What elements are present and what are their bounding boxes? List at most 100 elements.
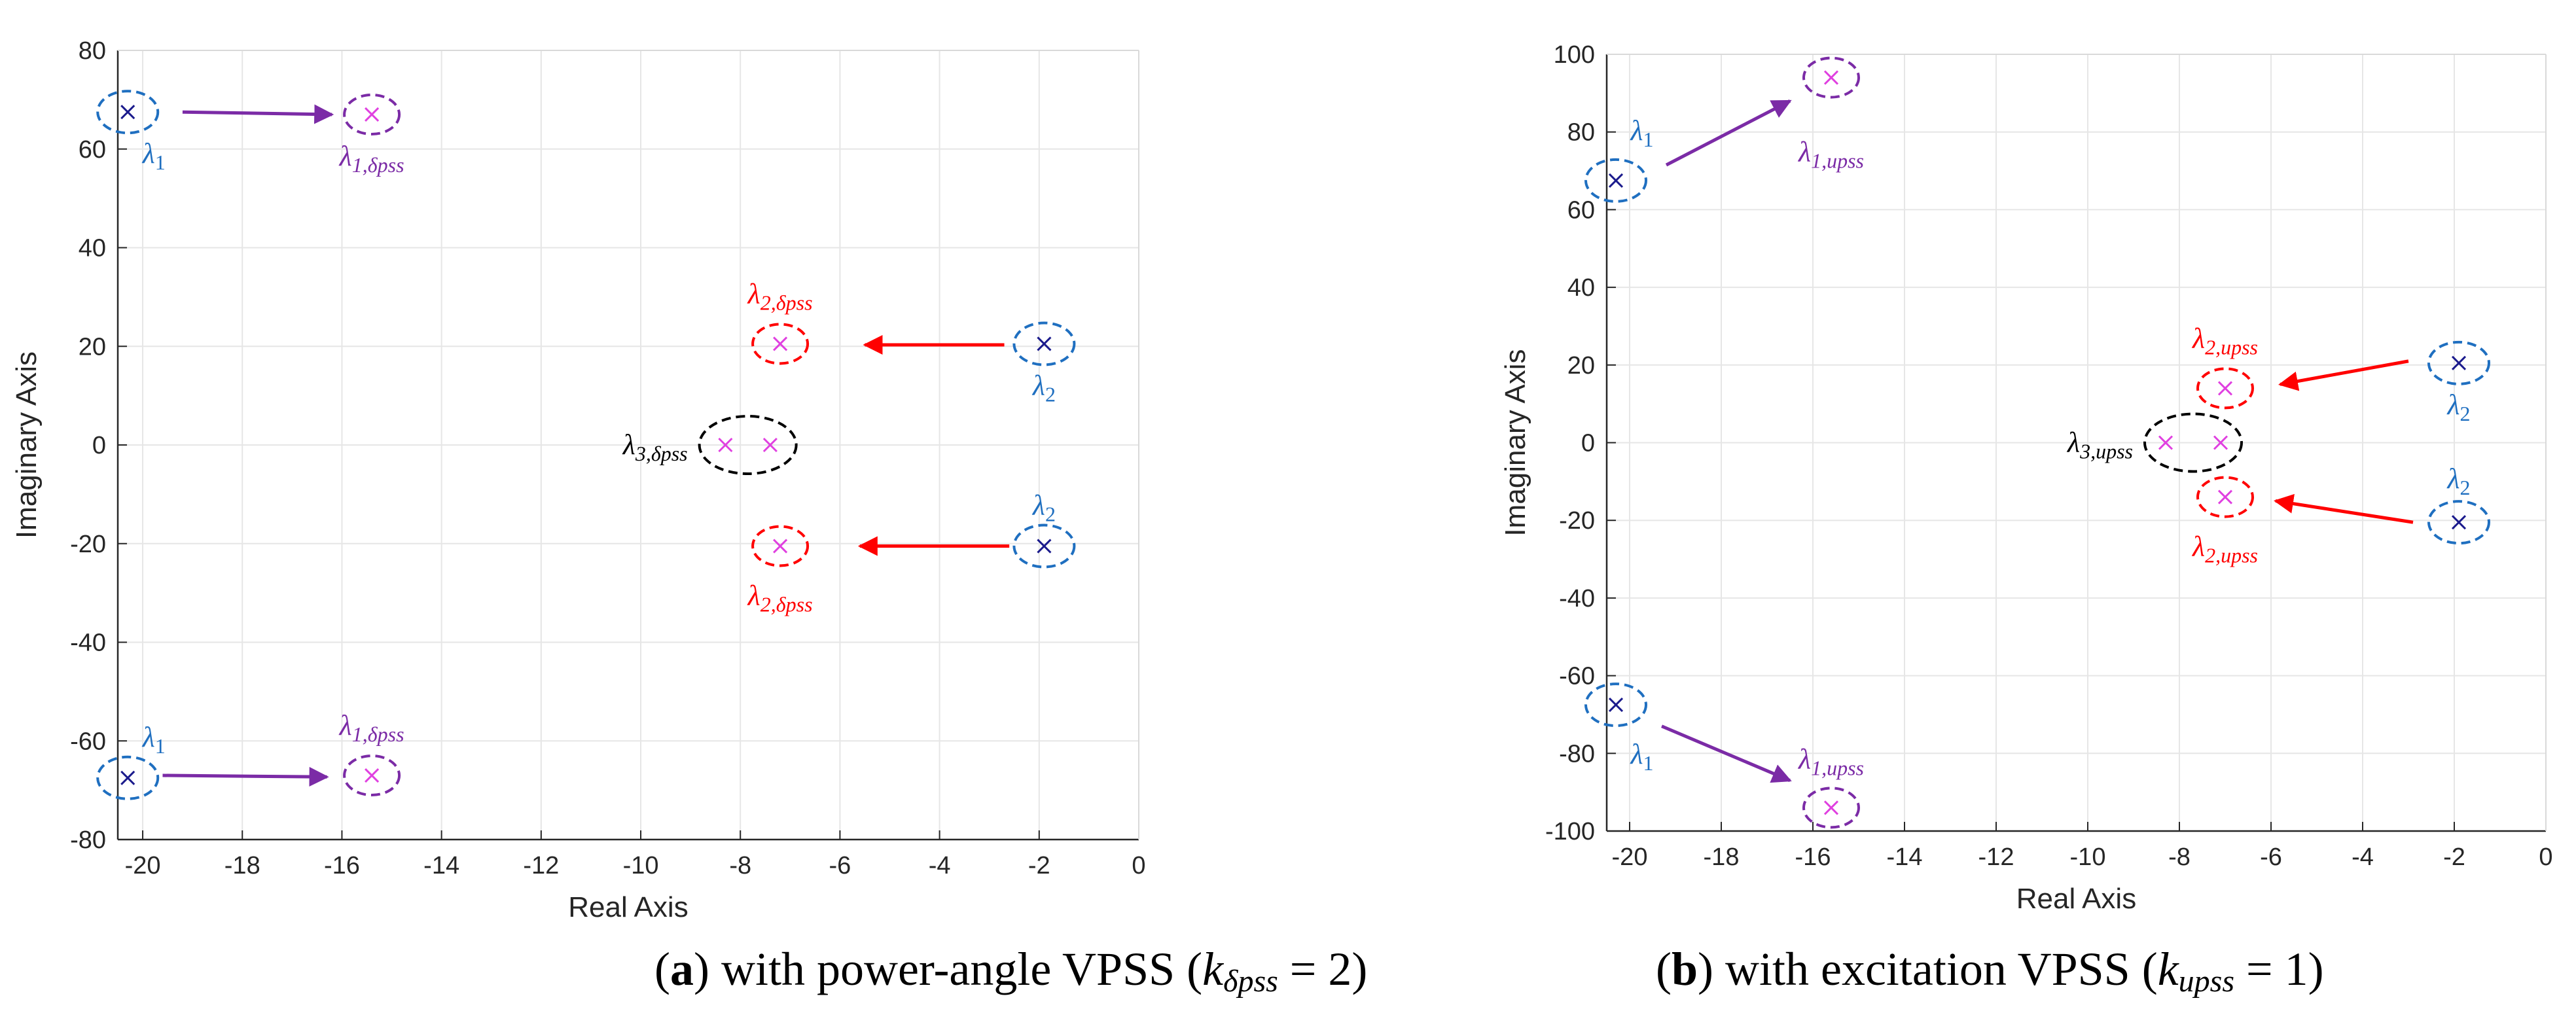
x-tick-label: -18 xyxy=(224,852,260,879)
y-tick-label: 40 xyxy=(1567,274,1595,302)
original-pole-ellipse xyxy=(1012,321,1076,366)
original-pole-ellipse xyxy=(1584,682,1647,728)
x-tick-label: -6 xyxy=(829,852,851,879)
y-tick-label: -20 xyxy=(1559,507,1595,535)
new-pole-marker xyxy=(718,437,733,453)
x-axis-label: Real Axis xyxy=(2016,883,2136,915)
original-pole-ellipse xyxy=(2427,340,2490,385)
original-pole-marker xyxy=(120,105,135,120)
y-tick-label: 80 xyxy=(79,37,106,65)
shift-arrow xyxy=(2278,359,2409,391)
new-pole-marker xyxy=(365,768,380,783)
original-pole-ellipse xyxy=(1584,158,1647,203)
original-pole-marker xyxy=(1608,698,1624,713)
y-tick-label: 60 xyxy=(1567,196,1595,224)
y-tick-label: 60 xyxy=(79,136,106,164)
x-tick-label: -20 xyxy=(125,852,161,879)
new-pole-ellipse xyxy=(2143,412,2243,473)
x-tick-label: -4 xyxy=(2352,843,2374,871)
y-tick-label: -80 xyxy=(1559,740,1595,768)
new-pole-marker xyxy=(365,107,380,122)
x-axis-label: Real Axis xyxy=(568,891,688,923)
x-tick-label: -14 xyxy=(1887,843,1923,871)
x-tick-label: -12 xyxy=(523,852,559,879)
new-pole-ellipse xyxy=(751,525,810,567)
y-axis-label: Imaginary Axis xyxy=(1499,349,1531,536)
x-tick-label: -8 xyxy=(2168,843,2191,871)
new-pole-label: λ1,upss xyxy=(1797,743,1864,779)
original-pole-ellipse xyxy=(96,755,160,800)
original-pole-marker xyxy=(1037,336,1052,351)
y-axis-label: Imaginary Axis xyxy=(10,351,43,539)
new-pole-ellipse xyxy=(1802,787,1860,829)
shift-arrow xyxy=(182,104,334,124)
x-tick-label: -20 xyxy=(1612,843,1648,871)
new-pole-label: λ1,δpss xyxy=(338,140,404,177)
x-tick-label: -8 xyxy=(729,852,751,879)
original-pole-label: λ2 xyxy=(1031,369,1056,406)
shift-arrow xyxy=(1661,724,1792,783)
y-tick-label: 80 xyxy=(1567,119,1595,147)
original-pole-label: λ2 xyxy=(1031,489,1056,526)
original-pole-marker xyxy=(1608,173,1624,188)
original-pole-label: λ1 xyxy=(1629,115,1653,151)
x-tick-label: -16 xyxy=(1795,843,1831,871)
shift-arrow xyxy=(2274,493,2414,524)
x-tick-label: -10 xyxy=(2070,843,2106,871)
y-tick-label: -40 xyxy=(70,629,106,657)
y-tick-label: -100 xyxy=(1545,818,1595,845)
y-tick-label: -20 xyxy=(70,531,106,558)
original-pole-label: λ2 xyxy=(2446,389,2470,425)
new-pole-marker xyxy=(2217,489,2233,505)
new-pole-marker xyxy=(762,437,778,453)
new-pole-label: λ1,δpss xyxy=(338,709,404,746)
new-pole-label: λ2,δpss xyxy=(747,277,813,314)
x-tick-label: 0 xyxy=(2539,843,2552,871)
original-pole-ellipse xyxy=(1012,523,1076,569)
y-tick-label: 20 xyxy=(79,333,106,361)
original-pole-label: λ1 xyxy=(141,721,166,758)
y-tick-label: -40 xyxy=(1559,585,1595,612)
new-pole-marker xyxy=(2158,435,2174,450)
y-tick-label: -60 xyxy=(70,728,106,755)
new-pole-ellipse xyxy=(343,93,401,135)
original-pole-marker xyxy=(2451,355,2467,370)
original-pole-label: λ1 xyxy=(1629,738,1653,775)
original-pole-marker xyxy=(120,770,135,785)
x-tick-label: -10 xyxy=(623,852,659,879)
new-pole-label: λ2,upss xyxy=(2191,531,2258,567)
new-pole-ellipse xyxy=(343,754,401,797)
new-pole-marker xyxy=(2213,435,2228,450)
x-tick-label: -2 xyxy=(2443,843,2465,871)
new-pole-ellipse xyxy=(751,323,810,365)
y-tick-label: 20 xyxy=(1567,352,1595,380)
x-tick-label: 0 xyxy=(1132,852,1145,879)
original-pole-label: λ1 xyxy=(141,137,166,174)
y-tick-label: 0 xyxy=(1581,430,1595,457)
x-tick-label: -14 xyxy=(423,852,459,879)
x-tick-label: -16 xyxy=(324,852,360,879)
new-pole-ellipse xyxy=(698,415,798,475)
original-pole-marker xyxy=(2451,515,2467,530)
y-tick-label: 100 xyxy=(1554,41,1595,69)
new-pole-label: λ3,δpss xyxy=(622,429,688,465)
x-tick-label: -2 xyxy=(1028,852,1050,879)
x-tick-label: -4 xyxy=(929,852,951,879)
caption-a: (a) with power-angle VPSS (kδpss = 2) xyxy=(654,943,1368,999)
new-pole-label: λ2,upss xyxy=(2191,322,2258,359)
new-pole-marker xyxy=(1823,800,1839,815)
new-pole-ellipse xyxy=(1802,56,1860,99)
original-pole-label: λ2 xyxy=(2446,463,2470,499)
original-pole-ellipse xyxy=(96,90,160,135)
y-tick-label: 0 xyxy=(92,432,106,459)
shift-arrow xyxy=(162,767,329,787)
panel-b-root-locus: -20 -18 -16 -14 -12 -10 -8 -6 -4 -2 0-100-80-60-40… xyxy=(1499,41,2553,915)
x-tick-label: -12 xyxy=(1978,843,2014,871)
shift-arrow xyxy=(1665,99,1792,167)
new-pole-label: λ1,upss xyxy=(1797,136,1864,173)
original-pole-ellipse xyxy=(2427,500,2490,545)
new-pole-marker xyxy=(773,336,788,351)
x-tick-label: -18 xyxy=(1704,843,1740,871)
new-pole-marker xyxy=(2217,381,2233,396)
